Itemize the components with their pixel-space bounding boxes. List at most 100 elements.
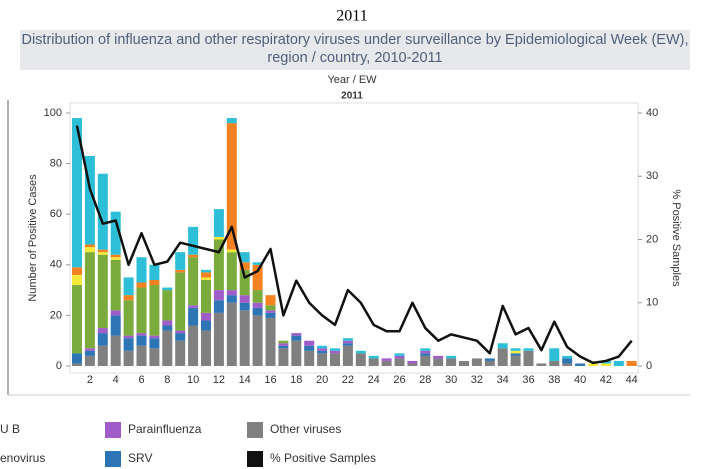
bar-segment	[446, 358, 457, 366]
bar-segment	[252, 264, 263, 291]
x-tick-label: 40	[574, 374, 586, 386]
bar-segment	[162, 320, 173, 326]
bar-segment	[342, 340, 353, 344]
y-axis-label: Number of Positive Cases	[27, 174, 39, 302]
bar-segment	[510, 350, 521, 354]
bar-segment	[459, 360, 469, 366]
bar-segment	[149, 285, 160, 336]
bar-segment	[149, 335, 160, 339]
bar-segment	[136, 333, 147, 336]
bar-segment	[149, 264, 160, 280]
bar-segment	[72, 285, 82, 354]
bar-segment	[239, 295, 250, 303]
y2-axis-label: % Positive Samples	[670, 189, 682, 287]
bar-segment	[317, 345, 328, 349]
bar-segment	[265, 312, 276, 318]
bar-segment	[123, 335, 134, 339]
bar-segment	[123, 338, 134, 351]
bar-segment	[239, 302, 250, 311]
bar-segment	[342, 343, 353, 346]
x-tick-label: 44	[626, 374, 638, 386]
bar-segment	[110, 257, 121, 260]
bar-segment	[72, 267, 82, 275]
y-tick-label: 100	[44, 107, 62, 119]
x-tick-label: 14	[239, 374, 251, 386]
bar-segment	[97, 173, 108, 250]
bar-segment	[162, 325, 173, 331]
bar-segment	[226, 123, 237, 250]
bar-segment	[226, 302, 237, 366]
bar-segment	[84, 247, 95, 253]
bar-segment	[162, 290, 173, 321]
x-tick-label: 32	[471, 374, 483, 386]
bar-segment	[84, 244, 95, 248]
bar-segment	[110, 259, 121, 311]
bar-segment	[149, 348, 160, 366]
bar-segment	[213, 236, 224, 240]
bar-segment	[420, 353, 431, 356]
bar-segment	[317, 350, 328, 354]
bar-segment	[252, 315, 263, 366]
bar-segment	[162, 330, 173, 366]
bar-segment	[613, 360, 624, 366]
bar-segment	[394, 353, 405, 356]
bar-segment	[226, 252, 237, 291]
bar-segment	[201, 320, 211, 331]
bar-segment	[355, 350, 366, 354]
bar-segment	[355, 353, 366, 366]
legend-label: Parainfluenza	[128, 422, 202, 436]
title-wrap: Distribution of influenza and other resp…	[21, 32, 689, 66]
legend-swatch	[247, 451, 263, 467]
bar-segment	[278, 345, 289, 349]
bar-segment	[278, 348, 289, 366]
bar-segment	[136, 335, 147, 346]
bar-segment	[97, 249, 108, 253]
bar-segment	[136, 287, 147, 334]
y-tick-label: 0	[56, 360, 62, 372]
bar-segment	[600, 363, 611, 366]
bar-segment	[213, 290, 224, 301]
bar-segment	[407, 360, 418, 364]
bar-segment	[394, 358, 405, 366]
bar-segment	[188, 257, 199, 306]
bar-segment	[471, 358, 482, 366]
y2-tick-label: 0	[646, 360, 652, 372]
bar-segment	[226, 118, 237, 124]
header: Year / EW	[327, 74, 377, 86]
bar-segment	[175, 269, 186, 273]
bar-segment	[239, 269, 250, 296]
x-tick-label: 8	[164, 374, 170, 386]
chart-title: Distribution of influenza and other resp…	[21, 32, 689, 66]
legend-label: U B	[0, 422, 20, 436]
bar-segment	[330, 348, 340, 351]
bar-segment	[175, 252, 186, 270]
bar-segment	[213, 239, 224, 291]
bar-segment	[304, 350, 315, 366]
plot-area	[69, 102, 639, 374]
bar-segment	[110, 211, 121, 255]
bar-segment	[201, 269, 211, 273]
legend-label: enovirus	[0, 451, 45, 465]
bar-segment	[420, 350, 431, 354]
bar-segment	[201, 312, 211, 321]
bar-segment	[330, 350, 340, 354]
bar-segment	[110, 335, 121, 366]
bar-segment	[446, 355, 457, 359]
bar-segment	[97, 254, 108, 329]
bar-segment	[304, 340, 315, 346]
x-tick-label: 18	[290, 374, 302, 386]
bar-segment	[136, 345, 147, 366]
bar-segment	[226, 290, 237, 296]
bar-segment	[484, 360, 495, 366]
legend-swatch	[105, 422, 121, 438]
bar-segment	[162, 287, 173, 291]
bar-segment	[523, 348, 534, 351]
bar-segment	[123, 295, 134, 301]
bar-segment	[381, 360, 392, 366]
bar-segment	[201, 272, 211, 278]
bar-segment	[342, 338, 353, 341]
bar-segment	[149, 338, 160, 349]
bar-segment	[175, 330, 186, 334]
x-tick-label: 2	[87, 374, 93, 386]
